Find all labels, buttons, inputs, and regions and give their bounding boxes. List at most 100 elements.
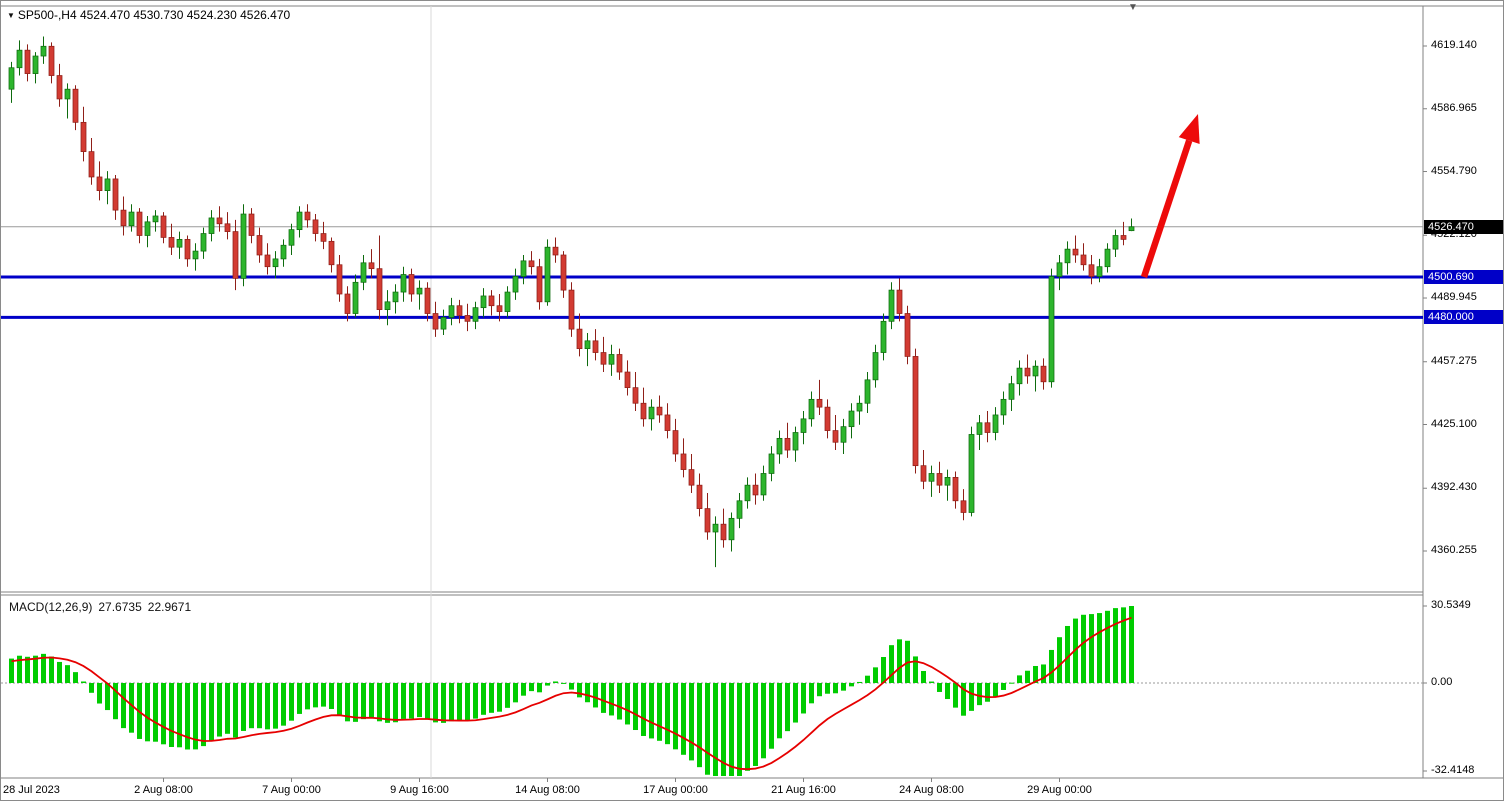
macd-histogram-bar xyxy=(481,683,486,715)
macd-histogram-bar xyxy=(777,683,782,739)
candle-body xyxy=(16,49,23,69)
macd-histogram-bar xyxy=(769,683,774,749)
candle-body xyxy=(96,176,103,191)
macd-histogram-bar xyxy=(657,683,662,741)
candle-body xyxy=(296,211,303,231)
macd-histogram-bar xyxy=(225,683,230,734)
candle-body xyxy=(120,209,127,227)
macd-histogram-bar xyxy=(913,656,918,683)
candle-body xyxy=(1024,367,1031,377)
candle-body xyxy=(856,402,863,412)
macd-name: MACD(12,26,9) xyxy=(9,600,93,614)
candle-body xyxy=(888,289,895,322)
macd-histogram-bar xyxy=(577,683,582,698)
macd-histogram-bar xyxy=(257,683,262,729)
candle-body xyxy=(968,434,975,513)
candle-body xyxy=(80,121,87,152)
macd-histogram-bar xyxy=(385,683,390,723)
macd-histogram-bar xyxy=(209,683,214,741)
candle-body xyxy=(736,500,743,519)
candle-body xyxy=(368,262,375,270)
candle-body xyxy=(248,213,255,236)
trend-arrow-head[interactable] xyxy=(1178,114,1200,145)
candle-body xyxy=(416,287,423,295)
price-tick-label: 4554.790 xyxy=(1431,164,1477,177)
candle-body xyxy=(912,356,919,467)
candle-body xyxy=(840,426,847,443)
candle-body xyxy=(496,305,503,312)
candle-body xyxy=(336,264,343,295)
candle-body xyxy=(8,67,15,90)
candle-body xyxy=(936,473,943,486)
macd-histogram-bar xyxy=(617,683,622,720)
candle-body xyxy=(992,414,999,433)
candle-body xyxy=(720,523,727,541)
macd-histogram-bar xyxy=(417,683,422,718)
level-price-tag-4500.690: 4500.690 xyxy=(1424,270,1503,285)
macd-histogram-bar xyxy=(265,683,270,730)
macd-histogram-bar xyxy=(1097,613,1102,683)
candle-body xyxy=(1016,367,1023,385)
macd-histogram-bar xyxy=(353,683,358,722)
trend-arrow-shaft[interactable] xyxy=(1140,139,1193,279)
candle-body xyxy=(640,402,647,420)
macd-histogram-bar xyxy=(1081,614,1086,683)
macd-histogram-bar xyxy=(337,683,342,715)
candle-body xyxy=(696,484,703,509)
candle-body xyxy=(72,88,79,123)
candle-body xyxy=(208,217,215,234)
candle-body xyxy=(400,274,407,293)
price-tick-label: 4392.430 xyxy=(1431,481,1477,494)
candle-body xyxy=(320,233,327,242)
scroll-to-end-icon[interactable]: ▼ xyxy=(1128,2,1138,13)
candle-body xyxy=(176,239,183,248)
macd-histogram-bar xyxy=(977,683,982,706)
candle-body xyxy=(704,508,711,533)
macd-histogram-bar xyxy=(41,653,46,683)
macd-histogram-bar xyxy=(681,683,686,755)
candle-body xyxy=(56,75,63,100)
macd-histogram-bar xyxy=(1057,637,1062,683)
candle-body xyxy=(488,295,495,307)
macd-histogram-bar xyxy=(569,683,574,690)
time-axis-label: 2 Aug 08:00 xyxy=(134,784,193,796)
macd-axis-label: 30.5349 xyxy=(1431,599,1471,611)
candle-body xyxy=(760,473,767,496)
macd-histogram-bar xyxy=(361,683,366,720)
candle-body xyxy=(424,287,431,314)
macd-histogram-bar xyxy=(649,683,654,739)
candle-body xyxy=(464,315,471,322)
macd-histogram-bar xyxy=(33,655,38,683)
macd-histogram-bar xyxy=(961,683,966,716)
candle-body xyxy=(1056,262,1063,277)
macd-histogram-bar xyxy=(73,672,78,683)
candle-body xyxy=(608,354,615,365)
macd-histogram-bar xyxy=(377,683,382,722)
macd-histogram-bar xyxy=(153,683,158,742)
candle-body xyxy=(240,213,247,279)
macd-axis-label: 0.00 xyxy=(1431,676,1453,688)
macd-histogram-bar xyxy=(673,683,678,750)
macd-histogram-bar xyxy=(889,645,894,683)
time-axis-label: 24 Aug 08:00 xyxy=(899,784,964,796)
candle-body xyxy=(920,465,927,482)
candle-body xyxy=(880,320,887,353)
macd-histogram-bar xyxy=(929,681,934,683)
candle-body xyxy=(456,305,463,316)
candle-body xyxy=(24,49,31,74)
candle-body xyxy=(144,221,151,236)
candle-body xyxy=(1080,254,1087,266)
candle-body xyxy=(560,254,567,291)
candle-body xyxy=(744,484,751,502)
candle-body xyxy=(512,276,519,293)
candle-body xyxy=(384,301,391,310)
candle-body xyxy=(816,398,823,408)
macd-histogram-bar xyxy=(561,682,566,684)
candle-body xyxy=(32,55,39,74)
candle-body xyxy=(624,371,631,389)
candle-body xyxy=(128,211,135,227)
candle-body xyxy=(392,291,399,303)
candle-body xyxy=(448,305,455,318)
macd-histogram-bar xyxy=(241,683,246,731)
